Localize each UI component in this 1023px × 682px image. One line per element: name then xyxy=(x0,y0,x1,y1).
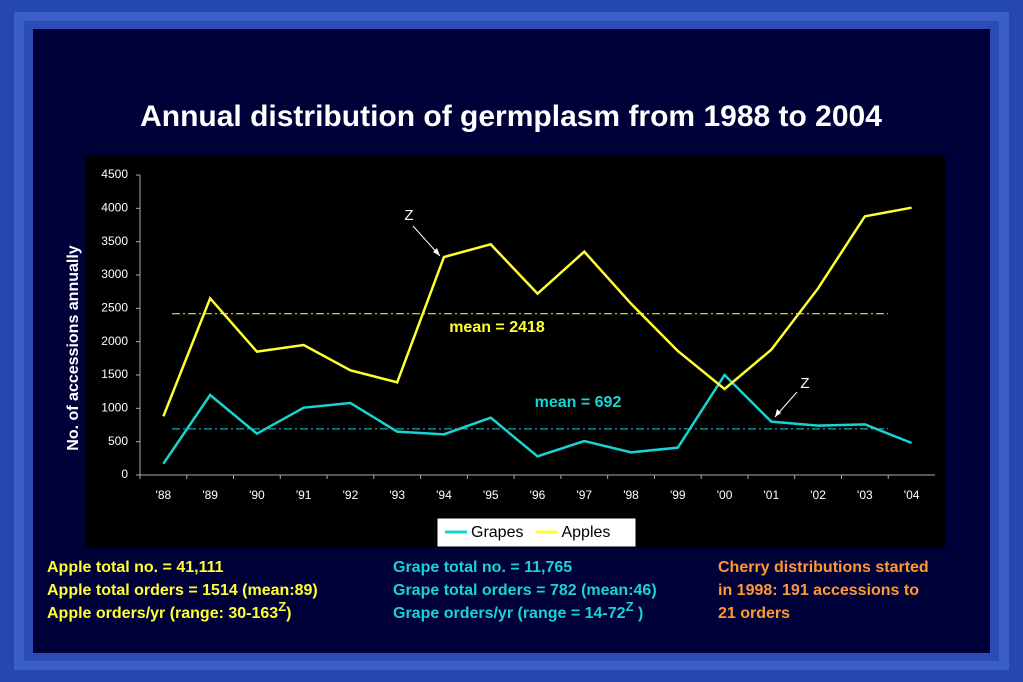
x-tick-label: '03 xyxy=(857,488,873,502)
y-tick-label: 3500 xyxy=(101,234,128,248)
x-tick-label: '01 xyxy=(764,488,780,502)
note-text: ) xyxy=(286,605,291,622)
y-axis-label: No. of accessions annually xyxy=(65,245,82,451)
y-tick-label: 4500 xyxy=(101,167,128,181)
note-line: Cherry distributions started xyxy=(718,559,929,576)
series-line xyxy=(162,373,913,465)
note-text: Apple orders/yr (range: 30-163 xyxy=(47,605,278,622)
note-line: Grape orders/yr (range = 14-72Z ) xyxy=(393,599,643,622)
x-tick-label: '04 xyxy=(904,488,920,502)
x-tick-label: '98 xyxy=(623,488,639,502)
note-line: 21 orders xyxy=(718,605,790,622)
y-tick-label: 0 xyxy=(121,467,128,481)
y-tick-label: 1000 xyxy=(101,401,128,415)
note-text: ) xyxy=(634,605,644,622)
note-text: Grape orders/yr (range = 14-72 xyxy=(393,605,626,622)
mean-label: mean = 2418 xyxy=(449,319,545,336)
x-tick-label: '97 xyxy=(576,488,592,502)
annotation: Z xyxy=(800,375,809,392)
x-tick-label: '88 xyxy=(156,488,172,502)
x-tick-label: '99 xyxy=(670,488,686,502)
chart-area xyxy=(85,155,945,548)
x-tick-label: '95 xyxy=(483,488,499,502)
x-tick-label: '91 xyxy=(296,488,312,502)
y-tick-label: 1500 xyxy=(101,367,128,381)
note-superscript: Z xyxy=(278,599,286,614)
legend-label: Apples xyxy=(561,524,610,541)
x-tick-label: '93 xyxy=(389,488,405,502)
series-line xyxy=(162,206,912,417)
y-tick-label: 4000 xyxy=(101,201,128,215)
note-line: in 1998: 191 accessions to xyxy=(718,582,919,599)
y-tick-label: 3000 xyxy=(101,267,128,281)
x-tick-label: '90 xyxy=(249,488,265,502)
y-tick-label: 500 xyxy=(108,434,128,448)
x-tick-label: '94 xyxy=(436,488,452,502)
x-tick-label: '92 xyxy=(343,488,359,502)
mean-label: mean = 692 xyxy=(535,394,622,411)
y-tick-label: 2500 xyxy=(101,301,128,315)
note-superscript: Z xyxy=(626,599,634,614)
x-tick-label: '96 xyxy=(530,488,546,502)
annotation: Z xyxy=(404,207,413,224)
x-tick-label: '89 xyxy=(202,488,218,502)
note-line: Apple orders/yr (range: 30-163Z) xyxy=(47,599,291,622)
x-tick-label: '02 xyxy=(810,488,826,502)
x-tick-label: '00 xyxy=(717,488,733,502)
note-line: Grape total no. = 11,765 xyxy=(393,559,572,576)
note-line: Apple total no. = 41,111 xyxy=(47,559,224,576)
note-line: Grape total orders = 782 (mean:46) xyxy=(393,582,657,599)
chart-title: Annual distribution of germplasm from 19… xyxy=(140,100,882,133)
note-line: Apple total orders = 1514 (mean:89) xyxy=(47,582,318,599)
legend-label: Grapes xyxy=(471,524,523,541)
arrow-head xyxy=(775,409,781,417)
y-tick-label: 2000 xyxy=(101,334,128,348)
arrow-head xyxy=(433,248,440,256)
